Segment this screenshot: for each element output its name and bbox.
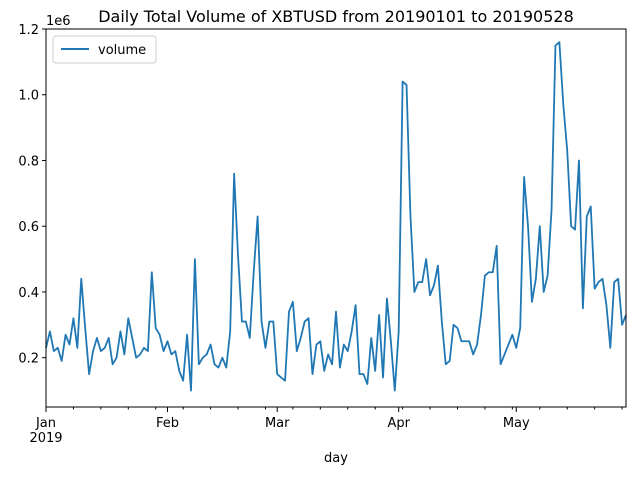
y-scale-label: 1e6 xyxy=(46,14,71,29)
chart-title: Daily Total Volume of XBTUSD from 201901… xyxy=(98,7,574,26)
legend-label-volume: volume xyxy=(98,43,146,58)
y-tick-label: 0.6 xyxy=(18,220,39,235)
legend-box xyxy=(52,35,157,64)
series-layer xyxy=(45,41,627,392)
plot-frame xyxy=(45,28,627,408)
y-tick-label: 0.4 xyxy=(18,286,39,301)
y-tick-label: 1.0 xyxy=(18,89,39,104)
series-line-volume xyxy=(45,41,627,392)
y-axis: 0.2 0.4 0.6 0.8 1.0 1.2 xyxy=(18,23,46,367)
x-tick-label: Apr xyxy=(387,416,410,431)
y-tick-label: 0.2 xyxy=(18,352,39,367)
x-tick-label: May xyxy=(503,416,530,431)
x-tick-label: Jan xyxy=(35,416,56,431)
x-year-label: 2019 xyxy=(29,431,62,446)
y-tick-label: 0.8 xyxy=(18,154,39,169)
x-axis-label: day xyxy=(324,451,348,466)
y-tick-label: 1.2 xyxy=(18,23,39,38)
x-tick-label: Mar xyxy=(265,416,290,431)
x-axis: Jan Feb Mar Apr May xyxy=(35,407,623,431)
x-tick-label: Feb xyxy=(156,416,179,431)
legend: volume xyxy=(52,35,157,64)
